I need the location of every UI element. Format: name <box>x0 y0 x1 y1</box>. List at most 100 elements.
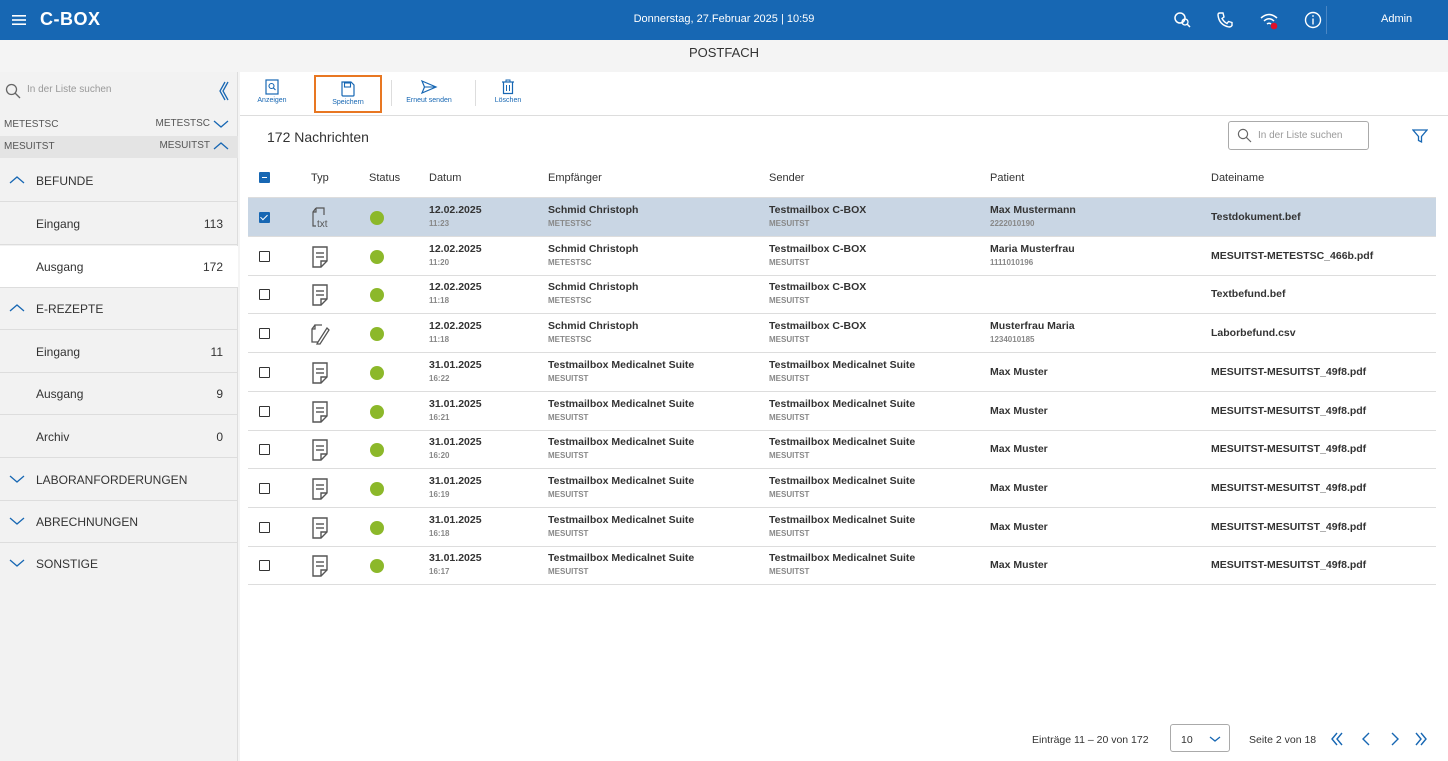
erneut-senden-button[interactable]: Erneut senden <box>402 75 456 113</box>
first-page-icon[interactable] <box>1328 730 1346 748</box>
list-search-input[interactable]: In der Liste suchen <box>1258 130 1343 141</box>
table-row[interactable]: 31.01.2025 16:18 Testmailbox Medicalnet Su… <box>248 508 1436 547</box>
menu-icon[interactable] <box>10 11 28 29</box>
document-icon <box>310 477 330 501</box>
next-page-icon[interactable] <box>1386 730 1404 748</box>
sender-cell: Testmailbox C-BOX MESUITST <box>769 204 866 228</box>
row-checkbox[interactable] <box>259 250 270 262</box>
date-cell: 31.01.2025 16:18 <box>429 514 482 538</box>
status-indicator <box>370 249 384 264</box>
sidebar-item-befunde-eingang[interactable]: Eingang 113 <box>0 203 238 245</box>
table-row[interactable]: 31.01.2025 16:19 Testmailbox Medicalnet Su… <box>248 469 1436 508</box>
sidebar-search-input[interactable]: In der Liste suchen <box>27 84 112 95</box>
txt-file-icon: txt <box>310 206 330 230</box>
sidebar-search[interactable]: In der Liste suchen <box>0 72 238 112</box>
section-label: SONSTIGE <box>36 557 99 571</box>
collapse-sidebar-icon[interactable] <box>215 80 231 102</box>
section-abrechnungen[interactable]: ABRECHNUNGEN <box>0 501 238 543</box>
save-icon <box>341 81 355 97</box>
table-row[interactable]: 31.01.2025 16:21 Testmailbox Medicalnet Su… <box>248 392 1436 431</box>
previous-page-icon[interactable] <box>1357 730 1375 748</box>
recipient-id: METESTSC <box>548 296 592 306</box>
last-page-icon[interactable] <box>1412 730 1430 748</box>
mailbox-left-label: METESTSC <box>4 119 59 130</box>
item-label: Eingang <box>36 217 81 231</box>
table-row[interactable]: 31.01.2025 16:17 Testmailbox Medicalnet Su… <box>248 546 1436 586</box>
mailbox-metestsc[interactable]: METESTSC METESTSC <box>0 114 238 136</box>
recipient-cell: Schmid Christoph METESTSC <box>548 320 638 344</box>
date-value: 31.01.2025 <box>429 436 482 449</box>
header-empfaenger[interactable]: Empfänger <box>548 172 602 184</box>
toolbar: Anzeigen Speichern Erneut senden Löschen <box>240 72 1448 116</box>
section-sonstige[interactable]: SONSTIGE <box>0 543 238 585</box>
row-checkbox[interactable] <box>259 289 270 301</box>
date-value: 31.01.2025 <box>429 513 482 526</box>
sidebar-item-erezepte-eingang[interactable]: Eingang 11 <box>0 331 238 373</box>
header-typ[interactable]: Typ <box>311 172 329 184</box>
filename: Textbefund.bef <box>1211 288 1286 301</box>
row-checkbox[interactable] <box>259 366 270 378</box>
section-erezepte[interactable]: E-REZEPTE <box>0 288 238 330</box>
page-size-value: 10 <box>1181 734 1193 746</box>
section-befunde[interactable]: BEFUNDE <box>0 160 238 202</box>
phone-icon[interactable] <box>1215 10 1235 30</box>
table-row[interactable]: 31.01.2025 16:22 Testmailbox Medicalnet Su… <box>248 353 1436 392</box>
filter-icon[interactable] <box>1412 128 1428 144</box>
speichern-button[interactable]: Speichern <box>314 75 382 113</box>
row-checkbox[interactable] <box>259 521 270 533</box>
date-cell: 31.01.2025 16:17 <box>429 552 482 576</box>
row-checkbox[interactable] <box>259 328 270 340</box>
recipient-name: Testmailbox Medicalnet Suite <box>548 474 695 487</box>
info-icon[interactable] <box>1303 10 1323 30</box>
table-row[interactable]: 31.01.2025 16:20 Testmailbox Medicalnet Su… <box>248 430 1436 470</box>
sidebar-item-erezepte-ausgang[interactable]: Ausgang 9 <box>0 373 238 415</box>
recipient-name: Schmid Christoph <box>548 281 639 294</box>
loeschen-button[interactable]: Löschen <box>488 75 528 113</box>
row-checkbox[interactable] <box>259 482 270 494</box>
status-indicator <box>370 443 384 458</box>
sidebar-item-erezepte-archiv[interactable]: Archiv 0 <box>0 416 238 458</box>
item-count: 0 <box>216 430 223 444</box>
patient-name: Max Muster <box>990 520 1048 533</box>
table-row[interactable]: txt 12.02.2025 11:23 Schmid Christoph METEST… <box>248 198 1436 237</box>
header-sender[interactable]: Sender <box>769 172 805 184</box>
header-patient[interactable]: Patient <box>990 172 1025 184</box>
search-contacts-icon[interactable] <box>1172 10 1192 30</box>
filename: MESUITST-MESUITST_49f8.pdf <box>1211 481 1367 494</box>
user-menu[interactable]: Admin <box>1381 13 1413 25</box>
recipient-id: METESTSC <box>548 257 592 267</box>
recipient-id: MESUITST <box>548 567 589 577</box>
header-datum[interactable]: Datum <box>429 172 462 184</box>
table-row[interactable]: 12.02.2025 11:20 Schmid Christoph METESTSC T… <box>248 237 1436 276</box>
mailbox-mesuitst[interactable]: MESUITST MESUITST <box>0 136 238 158</box>
section-laboranforderungen[interactable]: LABORANFORDERUNGEN <box>0 459 238 501</box>
header-dateiname[interactable]: Dateiname <box>1211 172 1265 184</box>
sender-cell: Testmailbox Medicalnet Suite MESUITST <box>769 552 915 576</box>
filename: Testdokument.bef <box>1211 211 1301 223</box>
mailbox-right-label: METESTSC <box>155 118 210 129</box>
row-checkbox[interactable] <box>259 212 270 223</box>
sender-id: MESUITST <box>769 412 810 422</box>
sender-name: Testmailbox Medicalnet Suite <box>769 436 916 449</box>
row-checkbox[interactable] <box>259 444 270 456</box>
list-search-field[interactable]: In der Liste suchen <box>1228 121 1369 150</box>
table-row[interactable]: 12.02.2025 11:18 Schmid Christoph METESTSC T… <box>248 275 1436 315</box>
recipient-name: Testmailbox Medicalnet Suite <box>548 513 695 526</box>
table-row[interactable]: 12.02.2025 11:18 Schmid Christoph METESTSC T… <box>248 314 1436 354</box>
page-size-select[interactable]: 10 <box>1170 724 1230 752</box>
message-count: 172 Nachrichten <box>267 129 369 145</box>
header-status[interactable]: Status <box>369 172 401 184</box>
recipient-cell: Testmailbox Medicalnet Suite MESUITST <box>548 475 694 499</box>
anzeigen-button[interactable]: Anzeigen <box>252 75 292 113</box>
date-cell: 31.01.2025 16:20 <box>429 436 482 460</box>
row-checkbox[interactable] <box>259 560 270 572</box>
wifi-status-icon[interactable] <box>1259 10 1279 30</box>
sender-id: MESUITST <box>769 257 810 267</box>
select-all-checkbox[interactable] <box>259 172 270 183</box>
page-title: POSTFACH <box>688 45 760 60</box>
item-count: 9 <box>216 387 223 401</box>
sidebar-item-befunde-ausgang[interactable]: Ausgang 172 <box>0 246 238 288</box>
recipient-name: Schmid Christoph <box>548 320 639 333</box>
sender-cell: Testmailbox Medicalnet Suite MESUITST <box>769 475 915 499</box>
row-checkbox[interactable] <box>259 405 270 417</box>
